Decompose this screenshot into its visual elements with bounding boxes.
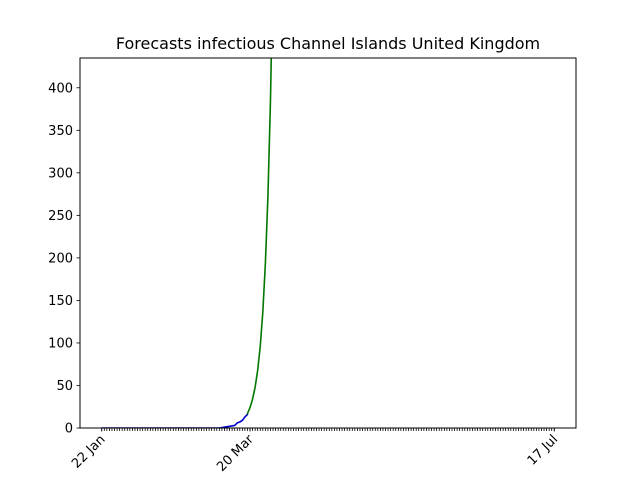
x-tick-label: 17 Jul xyxy=(525,432,561,468)
forecast-series-line xyxy=(246,58,273,415)
y-tick-label: 0 xyxy=(65,422,73,437)
x-tick-label: 22 Jan xyxy=(69,432,108,471)
y-tick-label: 350 xyxy=(48,124,73,139)
y-axis: 0 50 100 150 200 250 300 350 400 xyxy=(48,81,80,437)
y-tick-label: 300 xyxy=(48,166,73,181)
y-tick-label: 50 xyxy=(56,379,73,394)
y-tick-label: 250 xyxy=(48,209,73,224)
chart-title: Forecasts infectious Channel Islands Uni… xyxy=(116,34,540,53)
x-axis: 22 Jan 20 Mar 17 Jul xyxy=(69,428,561,475)
plot-frame xyxy=(79,57,577,429)
y-tick-label: 150 xyxy=(48,294,73,309)
y-tick-label: 100 xyxy=(48,336,73,351)
series-layer xyxy=(100,58,273,428)
y-tick-label: 400 xyxy=(48,81,73,96)
x-tick-label: 20 Mar xyxy=(214,432,257,475)
observed-series-line xyxy=(100,413,249,428)
y-tick-label: 200 xyxy=(48,251,73,266)
